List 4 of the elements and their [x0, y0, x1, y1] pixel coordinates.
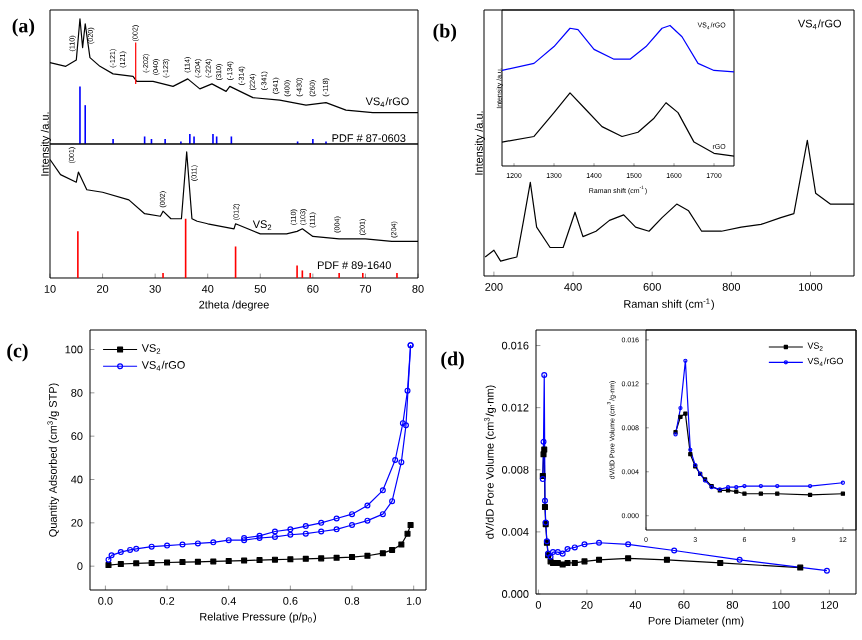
text: (d) [441, 351, 464, 370]
text: (c) [7, 343, 28, 362]
text: (b) [433, 23, 457, 42]
text: (a) [12, 18, 35, 37]
